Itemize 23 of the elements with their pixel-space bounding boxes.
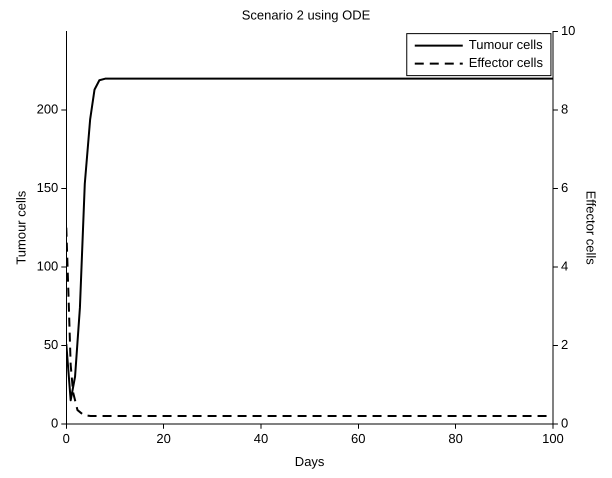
x-tick-label: 20 [156,431,171,446]
x-axis-title: Days [294,454,325,469]
legend-label: Effector cells [468,55,544,70]
y-tick-label: 100 [36,258,58,274]
y-tick-label: 0 [51,415,58,430]
x-tick-label: 100 [542,431,564,446]
y-tick-label: 200 [36,102,58,117]
x-tick-label: 40 [254,431,268,446]
x-tick-label: 80 [448,431,463,446]
y2-tick-label: 10 [560,23,576,38]
y2-tick-label: 4 [560,258,568,274]
y2-tick-label: 2 [560,336,568,352]
chart-title: Scenario 2 using ODE [242,7,371,22]
y2-tick-label: 8 [560,102,568,117]
y-tick-label: 50 [44,336,58,352]
y2-axis-title: Effector cells [584,190,599,266]
legend-label: Tumour cells [468,37,544,52]
y2-tick-label: 6 [560,180,568,196]
x-tick-label: 0 [62,431,70,446]
y2-tick-label: 0 [560,415,568,430]
x-tick-label: 60 [351,431,366,446]
y-tick-label: 150 [36,180,58,196]
y-axis-title: Tumour cells [13,190,28,265]
